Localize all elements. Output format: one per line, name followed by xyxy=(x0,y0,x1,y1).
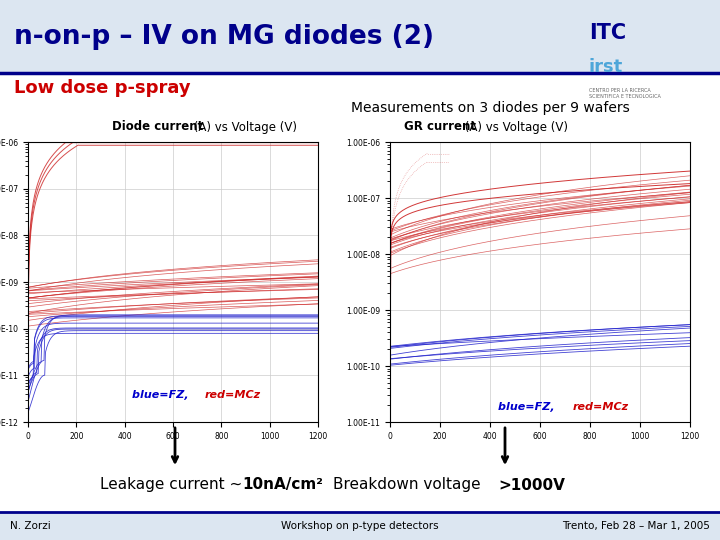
Text: irst: irst xyxy=(589,58,623,76)
Text: red=MCz: red=MCz xyxy=(204,390,261,400)
Text: n-on-p – IV on MG diodes (2): n-on-p – IV on MG diodes (2) xyxy=(14,24,434,50)
Bar xyxy=(0,0,720,73)
Text: Low dose p-spray: Low dose p-spray xyxy=(14,79,191,97)
Text: blue=FZ,: blue=FZ, xyxy=(132,390,192,400)
Text: Leakage current ~: Leakage current ~ xyxy=(100,477,247,492)
Text: GR current: GR current xyxy=(404,120,476,133)
Text: Measurements on 3 diodes per 9 wafers: Measurements on 3 diodes per 9 wafers xyxy=(351,101,629,115)
Text: Diode current: Diode current xyxy=(112,120,203,133)
Text: Breakdown voltage: Breakdown voltage xyxy=(333,477,485,492)
Text: CENTRO PER LA RICERCA
SCIENTIFICA E TECNOLOGICA: CENTRO PER LA RICERCA SCIENTIFICA E TECN… xyxy=(589,89,660,99)
Text: (A) vs Voltage (V): (A) vs Voltage (V) xyxy=(190,120,297,133)
Text: ITC: ITC xyxy=(589,23,626,43)
Text: 10nA/cm²: 10nA/cm² xyxy=(242,477,323,492)
Text: Trento, Feb 28 – Mar 1, 2005: Trento, Feb 28 – Mar 1, 2005 xyxy=(562,521,710,531)
Text: >1000V: >1000V xyxy=(498,477,565,492)
Text: N. Zorzi: N. Zorzi xyxy=(10,521,50,531)
Text: blue=FZ,: blue=FZ, xyxy=(498,402,558,412)
Bar xyxy=(0,512,720,540)
Text: (A) vs Voltage (V): (A) vs Voltage (V) xyxy=(461,120,568,133)
Text: Workshop on p-type detectors: Workshop on p-type detectors xyxy=(282,521,438,531)
Text: red=MCz: red=MCz xyxy=(572,402,629,412)
